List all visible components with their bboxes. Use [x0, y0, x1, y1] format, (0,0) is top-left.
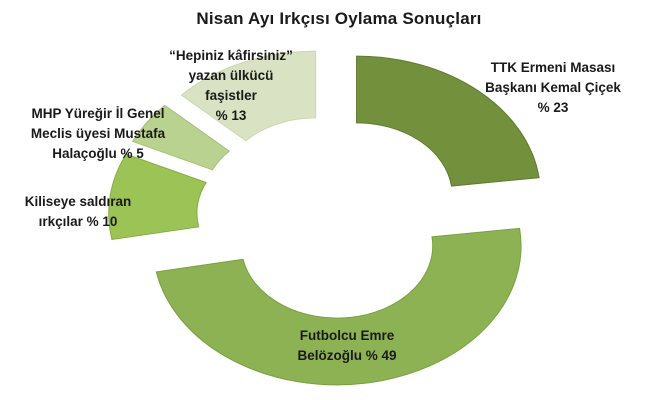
slice-label-line: % 13 — [215, 108, 247, 123]
slice-label-line: faşistler — [205, 88, 257, 103]
doughnut-slice-5 — [180, 50, 317, 142]
slice-label-line: % 23 — [537, 100, 569, 115]
doughnut-slice-4 — [131, 104, 231, 171]
slice-label-5: “Hepiniz kâfirsiniz” yazan ülkücü faşistle… — [169, 46, 293, 126]
slice-label-line: ırkçılar % 10 — [38, 214, 118, 229]
doughnut-slice-1 — [356, 55, 540, 187]
slice-label-line: yazan ülkücü — [188, 68, 274, 83]
slice-label-line: MHP Yüreğir İl Genel — [31, 106, 165, 121]
slice-label-2: Futbolcu Emre Belözoğlu % 49 — [297, 326, 396, 366]
slice-label-4: MHP Yüreğir İl Genel Meclis üyesi Mustafa… — [31, 104, 165, 164]
slice-label-1: TTK Ermeni Masası Başkanı Kemal Çiçek % 23 — [485, 58, 621, 118]
slice-label-line: Futbolcu Emre — [299, 328, 395, 343]
slice-label-line: Belözoğlu % 49 — [297, 348, 397, 363]
chart-title: Nisan Ayı Irkçısı Oylama Sonuçları — [196, 9, 482, 28]
slice-label-line: Meclis üyesi Mustafa — [30, 126, 166, 141]
slice-label-3: Kiliseye saldıran ırkçılar % 10 — [25, 192, 132, 232]
slice-label-line: TTK Ermeni Masası — [490, 60, 616, 75]
slice-label-line: “Hepiniz kâfirsiniz” — [169, 48, 293, 63]
doughnut-slice-3 — [108, 153, 207, 240]
slice-label-line: Halaçoğlu % 5 — [52, 146, 144, 161]
slice-label-line: Başkanı Kemal Çiçek — [485, 80, 621, 95]
doughnut-slice-2 — [155, 227, 522, 386]
slice-label-line: Kiliseye saldıran — [24, 194, 132, 209]
